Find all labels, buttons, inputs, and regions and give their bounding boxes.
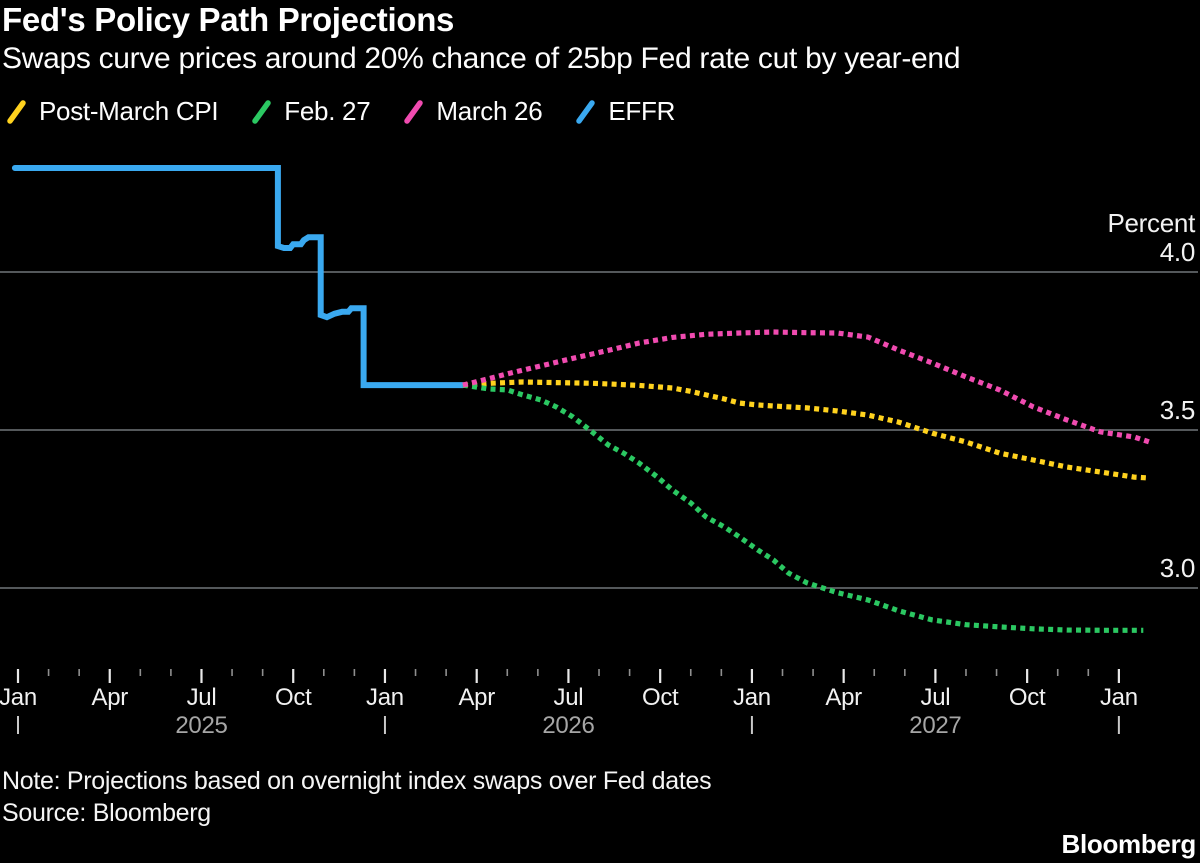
legend-item-feb-27: Feb. 27 [251, 96, 371, 127]
y-tick-label-4-0: 4.0 [1159, 237, 1196, 267]
series-line-feb-27 [462, 382, 1144, 633]
legend-label-feb-27: Feb. 27 [284, 96, 371, 126]
x-tick-label-27: Apr [825, 684, 862, 711]
y-axis-unit-label: Percent [1107, 208, 1195, 238]
y-tick-label-3-5: 3.5 [1159, 395, 1196, 425]
chart-title: Fed's Policy Path Projections [2, 1, 455, 38]
legend-label-effr: EFFR [608, 96, 676, 126]
legend-slash-icon-march-26 [404, 99, 424, 124]
x-tick-label-18: Jul [553, 684, 584, 711]
x-year-label-2025: 2025 [175, 712, 228, 739]
legend-item-post-march-cpi: Post-March CPI [6, 96, 219, 127]
chart-note: Note: Projections based on overnight ind… [2, 767, 712, 795]
x-tick-label-15: Apr [458, 684, 495, 711]
series-line-march-26 [462, 329, 1151, 445]
x-tick-label-24: Jan [733, 684, 771, 711]
series-line-effr [11, 165, 466, 389]
x-tick-label-30: Jul [920, 684, 951, 711]
x-tick-label-33: Oct [1008, 684, 1046, 711]
x-tick-label-12: Jan [366, 684, 404, 711]
legend-label-post-march-cpi: Post-March CPI [39, 96, 219, 126]
legend-slash-icon-post-march-cpi [7, 99, 26, 124]
chart-subtitle: Swaps curve prices around 20% chance of … [2, 42, 961, 75]
y-tick-label-3-0: 3.0 [1159, 553, 1196, 583]
x-tick-label-0: Jan [0, 684, 37, 711]
legend-slash-icon-feb-27 [252, 99, 272, 124]
legend-slash-icon-effr [576, 99, 596, 124]
x-year-label-2027: 2027 [909, 712, 962, 739]
x-tick-label-36: Jan [1099, 684, 1138, 711]
series-line-post-march-cpi [462, 379, 1150, 481]
x-tick-label-3: Apr [91, 684, 129, 711]
x-tick-label-6: Jul [186, 684, 217, 711]
bloomberg-logo: Bloomberg [1061, 829, 1196, 859]
legend: Post-March CPI Feb. 27 March 26 EFFR [6, 96, 675, 127]
legend-item-effr: EFFR [575, 96, 675, 127]
legend-label-march-26: March 26 [436, 96, 543, 126]
x-tick-label-21: Oct [641, 684, 679, 711]
legend-item-march-26: March 26 [403, 96, 543, 127]
x-year-label-2026: 2026 [542, 712, 595, 739]
chart-source: Source: Bloomberg [2, 799, 211, 827]
x-tick-label-9: Oct [275, 684, 312, 711]
